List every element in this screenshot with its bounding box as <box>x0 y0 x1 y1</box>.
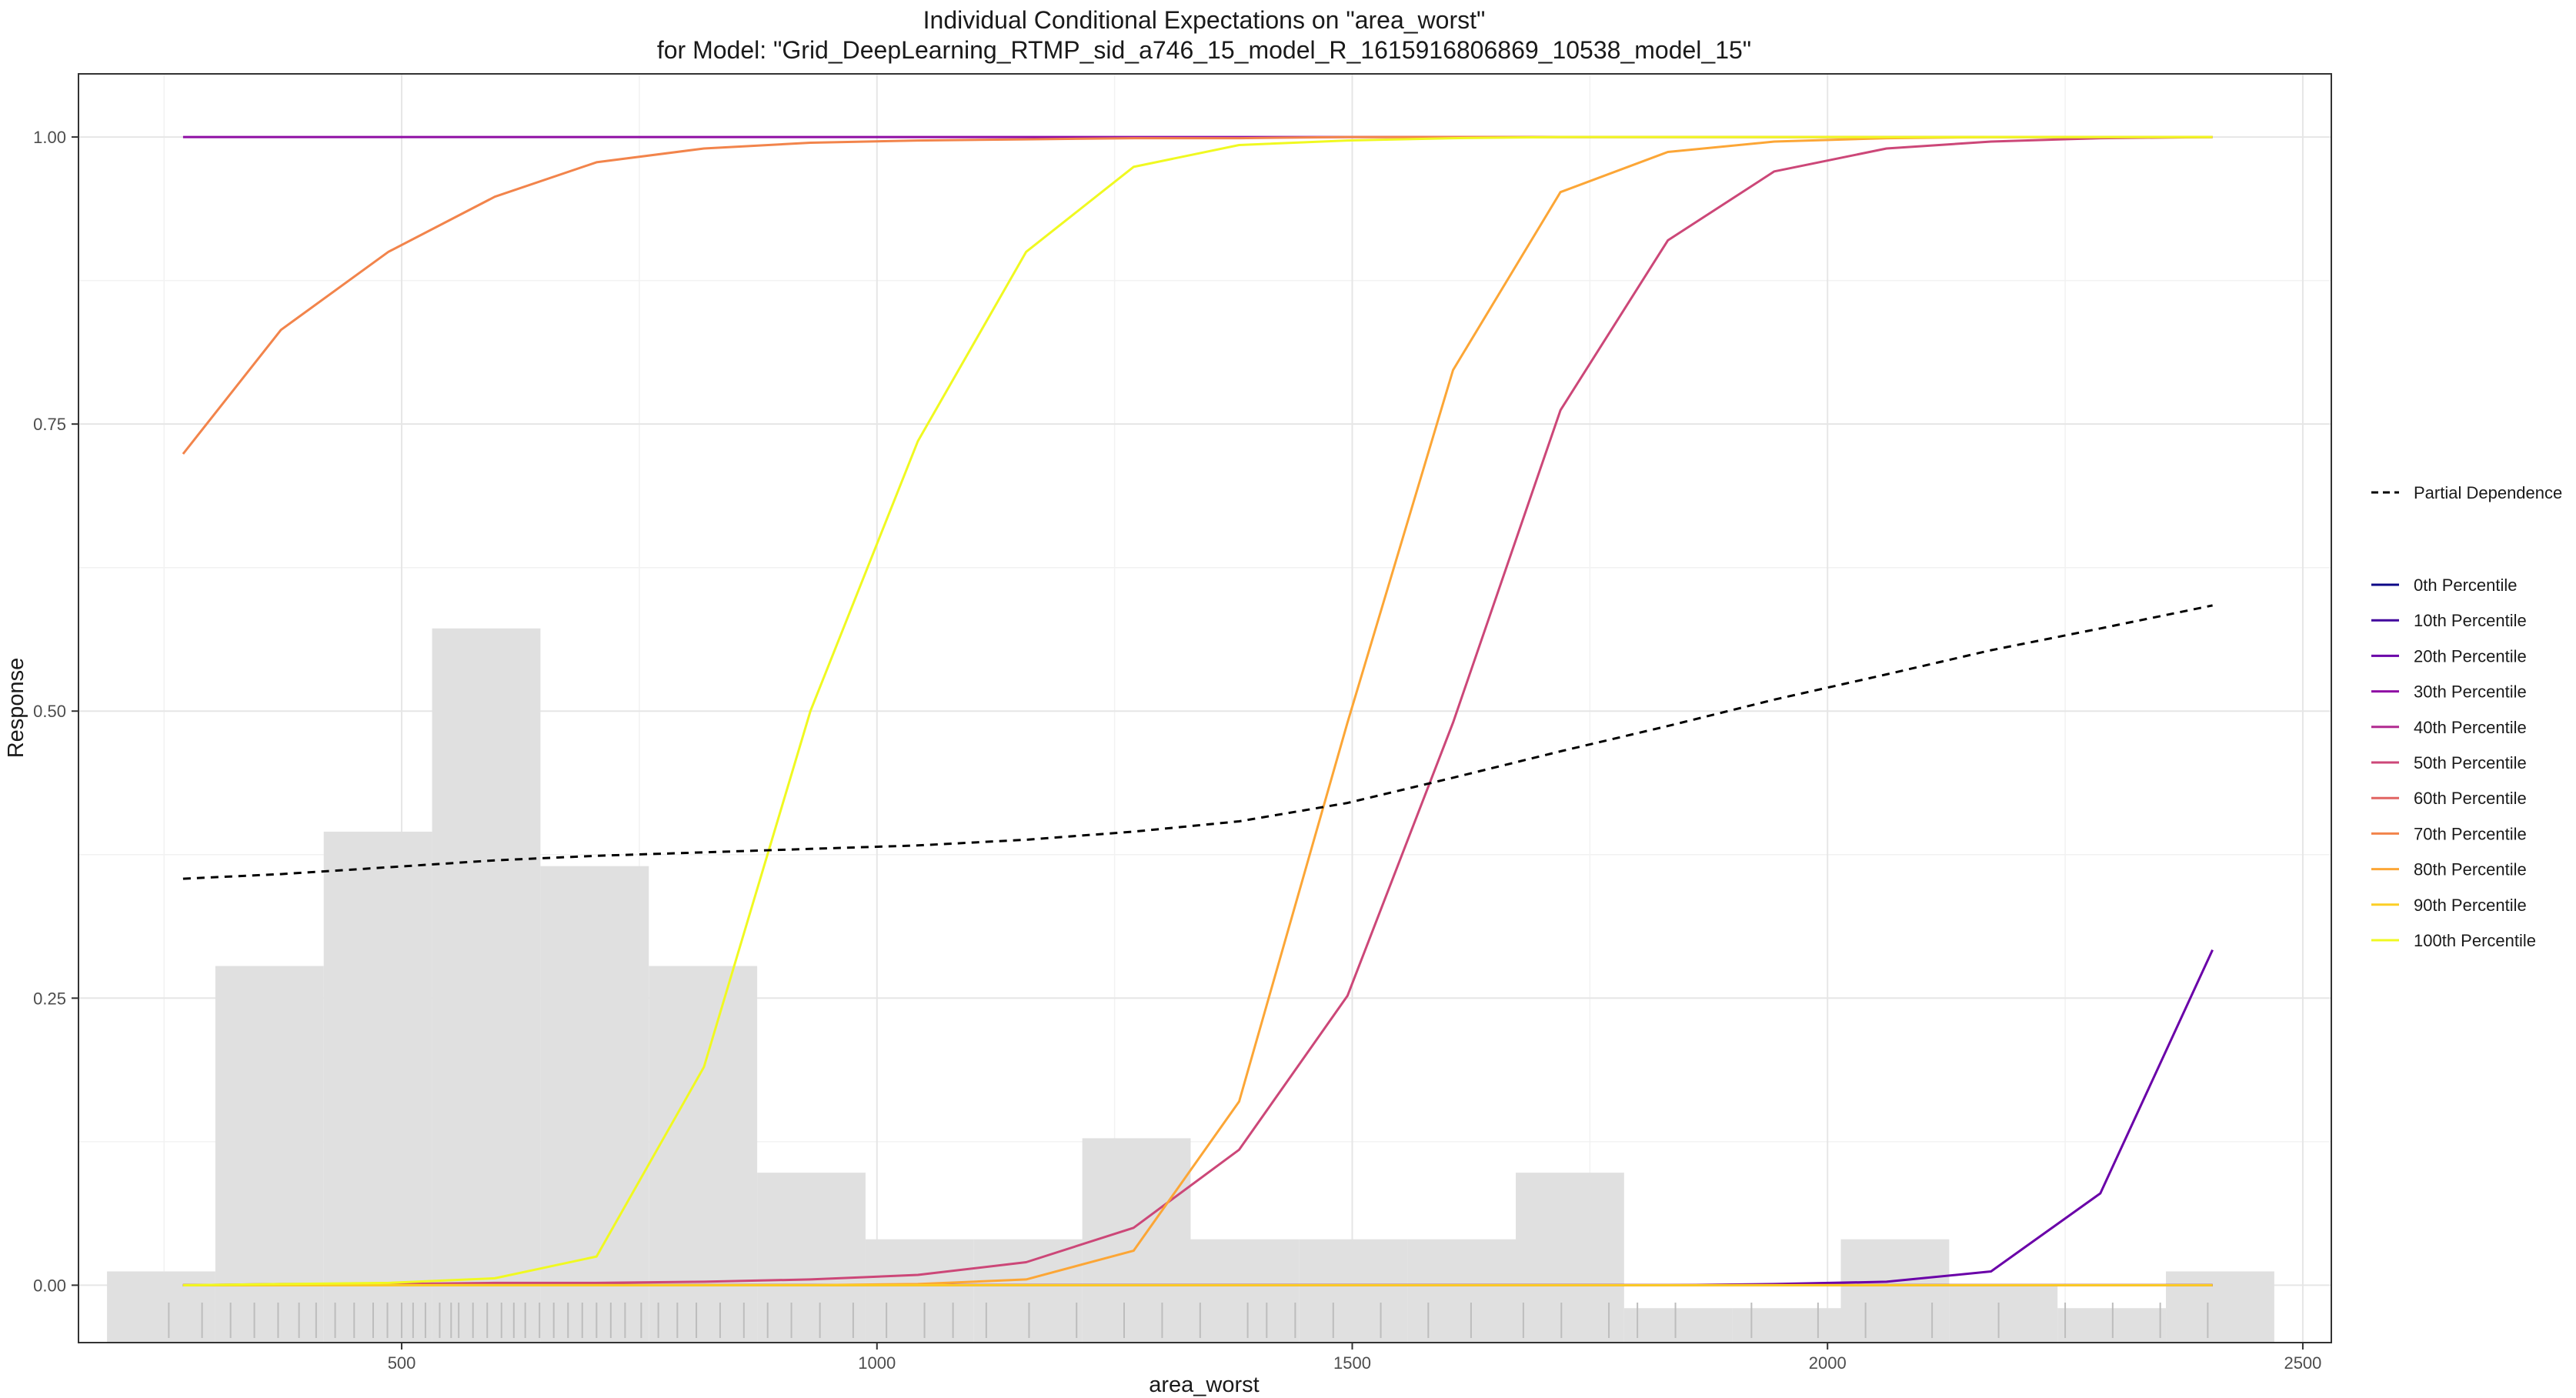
x-tick-label: 500 <box>388 1353 416 1373</box>
chart-title: Individual Conditional Expectations on "… <box>923 6 1486 34</box>
histogram-bar <box>540 866 649 1343</box>
plot-area: 500 1000 1500 2000 2500 0.00 0.25 0.50 0.75 1.00 <box>33 73 2332 1373</box>
histogram-bar <box>2166 1271 2274 1343</box>
histogram-bar <box>1407 1239 1516 1343</box>
histogram-bar <box>1732 1308 1841 1343</box>
legend-label: 0th Percentile <box>2414 576 2518 595</box>
y-tick-label: 0.50 <box>33 702 66 721</box>
histogram-bar <box>215 966 324 1343</box>
legend: Partial Dependence 0th Percentile 10th Per… <box>2371 483 2562 950</box>
legend-label: 100th Percentile <box>2414 931 2536 950</box>
y-tick-label: 1.00 <box>33 128 66 147</box>
histogram-bar <box>432 628 541 1343</box>
y-tick-label: 0.75 <box>33 415 66 434</box>
series-line-100th-percentile <box>182 135 2213 1286</box>
legend-label: 30th Percentile <box>2414 682 2527 702</box>
histogram-bar <box>1840 1239 1950 1343</box>
y-tick-label: 0.00 <box>33 1276 66 1295</box>
x-tick-label: 1500 <box>1333 1353 1371 1373</box>
histogram-bar <box>973 1239 1083 1343</box>
histogram-bar <box>1949 1285 2058 1343</box>
histogram-bar <box>757 1173 866 1343</box>
x-tick-label: 1000 <box>858 1353 896 1373</box>
legend-label: 20th Percentile <box>2414 646 2527 666</box>
x-axis-title: area_worst <box>1149 1373 1259 1397</box>
y-tick-label: 0.25 <box>33 989 66 1008</box>
legend-label: 50th Percentile <box>2414 753 2527 772</box>
legend-label: 70th Percentile <box>2414 824 2527 843</box>
legend-label: 80th Percentile <box>2414 860 2527 879</box>
chart-subtitle: for Model: "Grid_DeepLearning_RTMP_sid_a… <box>657 36 1751 64</box>
histogram-bar <box>1515 1173 1624 1343</box>
histogram-bar <box>323 831 432 1343</box>
chart-titles: Individual Conditional Expectations on "… <box>657 6 1751 64</box>
legend-label: 40th Percentile <box>2414 718 2527 737</box>
x-tick-label: 2000 <box>1809 1353 1847 1373</box>
histogram-bar <box>1190 1239 1300 1343</box>
series-line-50th-percentile <box>182 135 2213 1286</box>
histogram-bar <box>1623 1308 1733 1343</box>
panel-border <box>78 73 2332 1343</box>
y-axis-title: Response <box>4 658 28 759</box>
legend-label: 60th Percentile <box>2414 789 2527 808</box>
histogram-bar <box>865 1239 974 1343</box>
histogram-bar <box>1299 1239 1408 1343</box>
legend-label: 10th Percentile <box>2414 611 2527 630</box>
series-line-partial-dependence <box>182 604 2213 880</box>
histogram-bar <box>1082 1138 1191 1343</box>
histogram-bar <box>2057 1308 2167 1343</box>
legend-label: Partial Dependence <box>2414 483 2562 502</box>
legend-label: 90th Percentile <box>2414 896 2527 915</box>
histogram-bar <box>107 1271 215 1343</box>
x-tick-label: 2500 <box>2284 1353 2321 1373</box>
